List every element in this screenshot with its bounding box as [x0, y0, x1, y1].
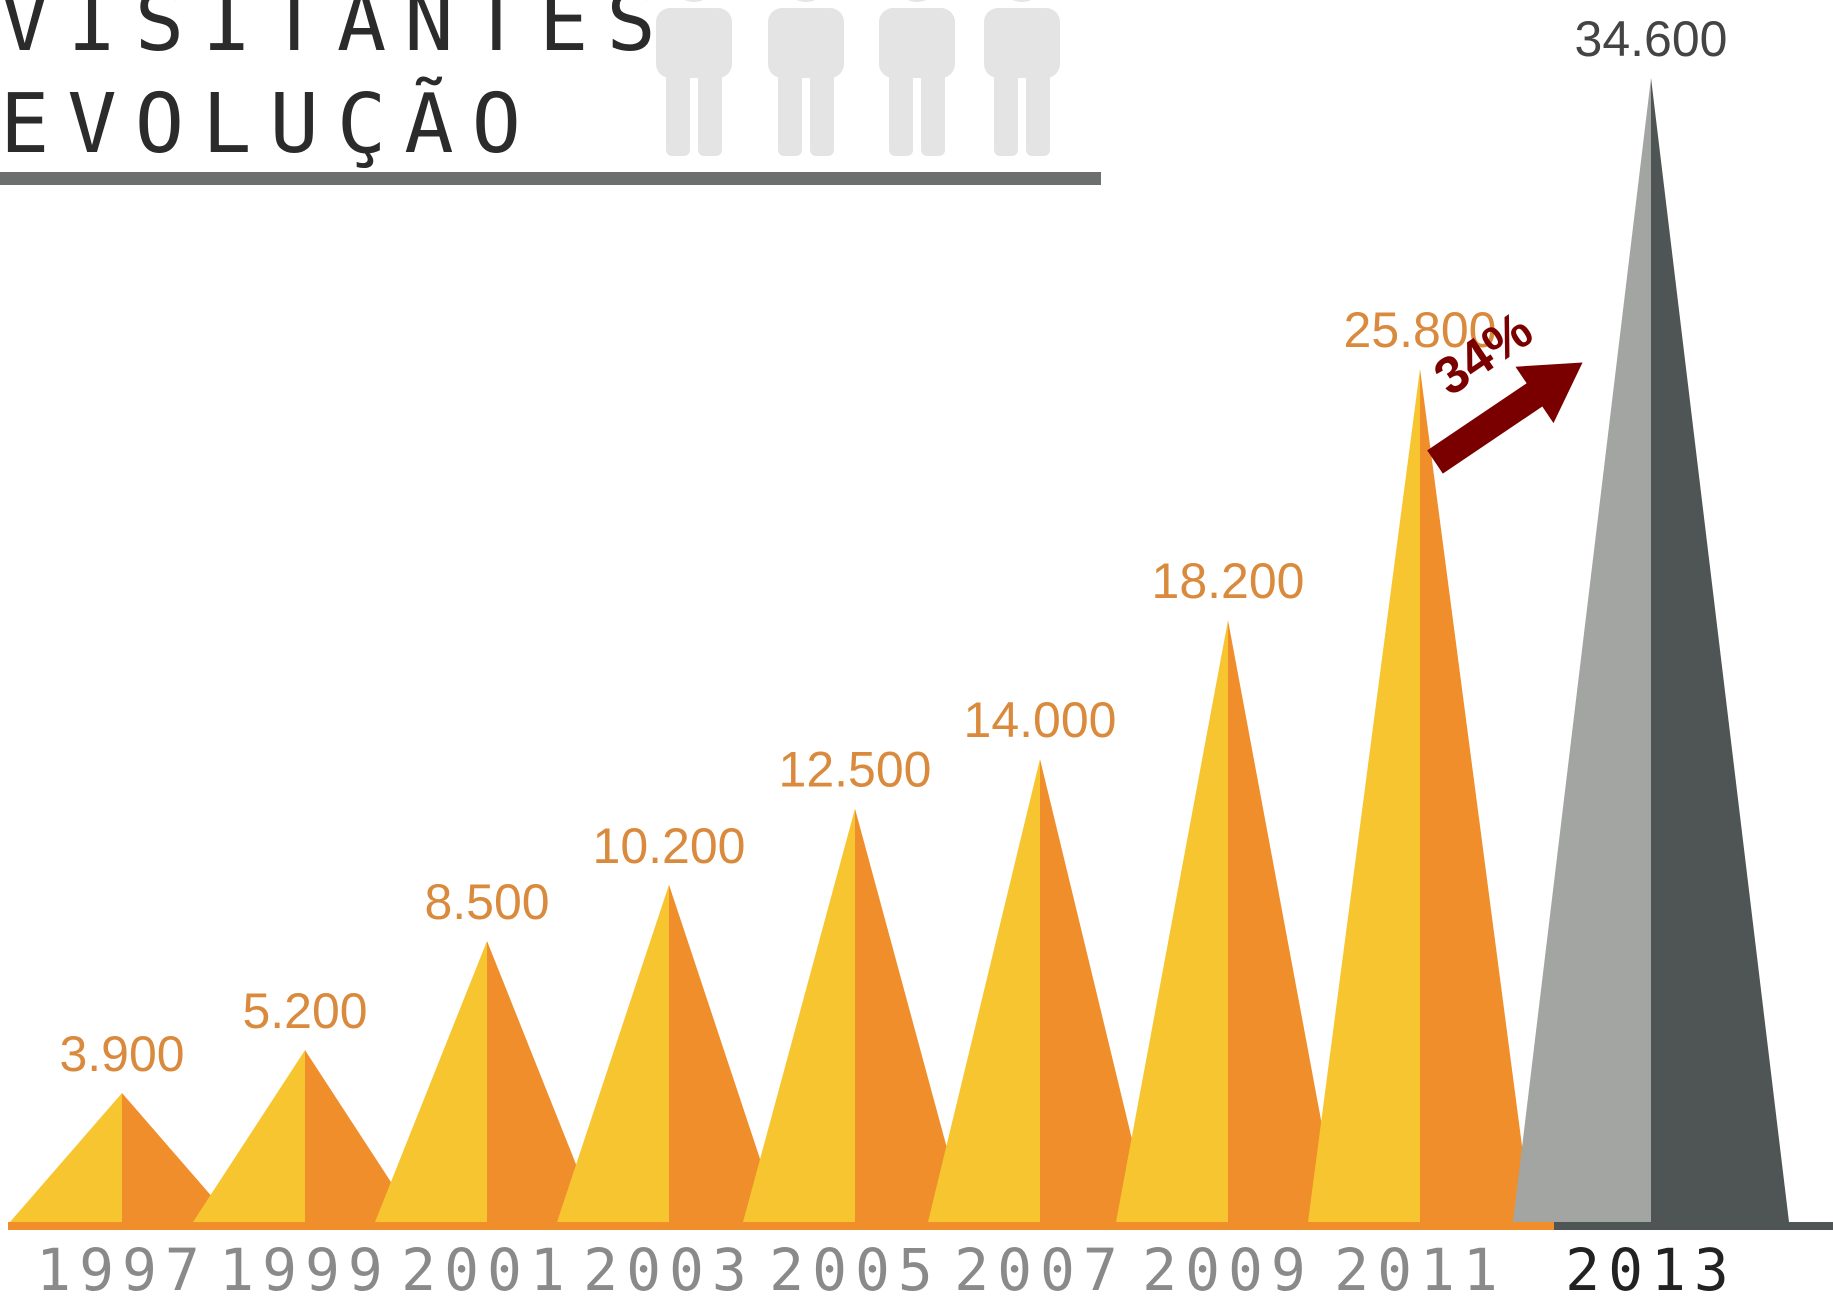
person-icon	[656, 0, 732, 156]
year-label-2003: 2003	[583, 1236, 755, 1303]
value-label-2007: 14.000	[964, 692, 1117, 748]
bar-2009	[1116, 620, 1340, 1222]
person-icon	[879, 0, 955, 156]
value-label-1997: 3.900	[59, 1026, 184, 1082]
chart-title-line-2: EVOLUÇÃO	[0, 77, 539, 172]
year-label-2005: 2005	[769, 1236, 941, 1303]
person-icon	[768, 0, 844, 156]
bar-2005	[743, 808, 967, 1222]
value-label-2001: 8.500	[424, 874, 549, 930]
value-label-2009: 18.200	[1152, 553, 1305, 609]
bar-1997	[10, 1093, 234, 1222]
person-icon	[984, 0, 1060, 156]
bars	[8, 78, 1833, 1230]
value-labels: 3.900 5.200 8.500 10.200 12.500 14.000 18.200 2…	[59, 11, 1727, 1082]
year-labels: 1997 1999 2001 2003 2005 2007 2009 2011 2013	[36, 1236, 1737, 1303]
bar-2013	[1513, 78, 1789, 1222]
year-label-1999: 1999	[219, 1236, 391, 1303]
value-label-2011: 25.800	[1344, 302, 1497, 358]
baseline-highlight	[1554, 1222, 1833, 1230]
chart-title-line-1: VISITANTES	[0, 0, 674, 70]
growth-arrow	[1427, 362, 1583, 474]
person-icons	[656, 0, 1060, 156]
year-label-2001: 2001	[401, 1236, 573, 1303]
year-label-2009: 2009	[1142, 1236, 1314, 1303]
bar-2001	[375, 940, 599, 1222]
year-label-2007: 2007	[954, 1236, 1126, 1303]
bar-2007	[928, 759, 1152, 1222]
baseline	[8, 1222, 1554, 1230]
bar-1999	[193, 1050, 417, 1222]
value-label-1999: 5.200	[242, 983, 367, 1039]
year-label-2013: 2013	[1565, 1236, 1737, 1303]
title-divider	[0, 172, 1101, 185]
value-label-2013: 34.600	[1575, 11, 1728, 67]
bar-2003	[557, 884, 781, 1222]
value-label-2003: 10.200	[593, 818, 746, 874]
year-label-1997: 1997	[36, 1236, 208, 1303]
bar-2011	[1308, 368, 1532, 1222]
year-label-2011: 2011	[1334, 1236, 1506, 1303]
value-label-2005: 12.500	[779, 742, 932, 798]
